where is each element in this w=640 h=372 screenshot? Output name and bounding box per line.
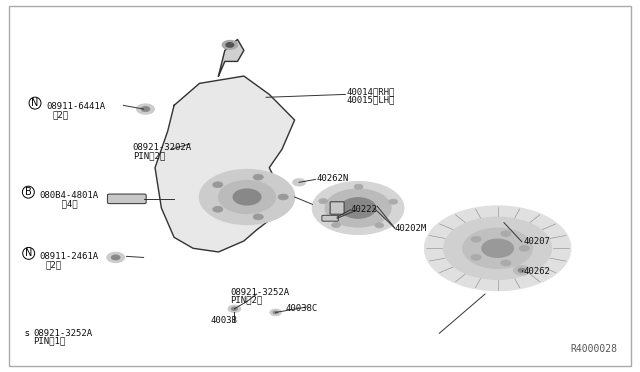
Polygon shape (218, 39, 244, 76)
Circle shape (222, 41, 237, 49)
Circle shape (270, 309, 282, 316)
Circle shape (273, 311, 278, 314)
Text: 40038C: 40038C (285, 304, 317, 313)
Circle shape (319, 199, 328, 204)
Text: N: N (25, 248, 33, 259)
Text: 4003B: 4003B (211, 316, 237, 326)
Text: （2）: （2） (52, 110, 68, 119)
Circle shape (278, 194, 288, 200)
Circle shape (340, 198, 376, 218)
Circle shape (231, 307, 237, 311)
FancyBboxPatch shape (9, 6, 631, 366)
FancyBboxPatch shape (108, 194, 146, 203)
Circle shape (332, 222, 340, 228)
Text: 08921-3202A: 08921-3202A (133, 143, 192, 153)
Circle shape (501, 260, 511, 266)
Text: 40202M: 40202M (395, 224, 427, 232)
Polygon shape (155, 76, 294, 252)
Circle shape (218, 180, 276, 214)
Circle shape (325, 189, 391, 227)
Text: 08911-2461A: 08911-2461A (40, 252, 99, 261)
Circle shape (425, 206, 571, 291)
Text: PIN（2）: PIN（2） (230, 295, 262, 304)
Text: 08921-3252A: 08921-3252A (230, 288, 289, 297)
Text: 40262N: 40262N (317, 174, 349, 183)
Circle shape (519, 246, 529, 251)
Circle shape (292, 179, 305, 186)
Text: 40222: 40222 (351, 205, 378, 214)
Text: 08911-6441A: 08911-6441A (46, 102, 105, 110)
Text: 40014（RH）: 40014（RH） (347, 87, 395, 96)
Text: s: s (24, 329, 29, 338)
Text: 40262: 40262 (523, 266, 550, 276)
FancyBboxPatch shape (322, 215, 339, 221)
Circle shape (212, 206, 223, 212)
Circle shape (312, 182, 404, 234)
Circle shape (444, 217, 552, 279)
Text: 080B4-4801A: 080B4-4801A (40, 191, 99, 200)
Text: 08921-3252A: 08921-3252A (33, 329, 92, 338)
Circle shape (253, 174, 263, 180)
FancyBboxPatch shape (330, 202, 344, 214)
Text: （2）: （2） (46, 261, 62, 270)
Circle shape (388, 199, 397, 204)
Circle shape (233, 189, 261, 205)
Circle shape (228, 305, 241, 312)
Circle shape (354, 184, 363, 189)
Circle shape (212, 182, 223, 187)
Circle shape (471, 254, 481, 260)
Text: PIN（2）: PIN（2） (133, 151, 165, 160)
Circle shape (137, 104, 154, 114)
Circle shape (501, 231, 511, 237)
Circle shape (200, 170, 294, 224)
Circle shape (111, 255, 120, 260)
Circle shape (471, 236, 481, 242)
Text: （4）: （4） (40, 199, 77, 208)
Text: R4000028: R4000028 (571, 344, 618, 354)
Circle shape (375, 223, 384, 228)
Circle shape (226, 43, 234, 47)
Circle shape (463, 228, 532, 269)
Circle shape (253, 214, 263, 220)
Circle shape (482, 239, 513, 257)
Circle shape (518, 268, 525, 272)
Circle shape (107, 252, 125, 263)
Circle shape (513, 266, 530, 275)
Text: PIN（1）: PIN（1） (33, 336, 65, 345)
Circle shape (141, 106, 150, 112)
Text: 40207: 40207 (523, 237, 550, 246)
Text: 40015（LH）: 40015（LH） (347, 95, 395, 104)
Text: B: B (25, 187, 32, 197)
Text: N: N (31, 98, 38, 108)
